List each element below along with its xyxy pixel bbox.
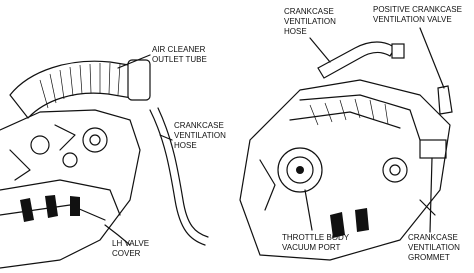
- label: VENTILATION: [174, 131, 226, 140]
- label: CRANKCASE: [284, 7, 334, 16]
- label: HOSE: [174, 141, 197, 150]
- label: LH VALVE: [112, 239, 149, 248]
- label: VENTILATION: [284, 17, 336, 26]
- label: OUTLET TUBE: [152, 55, 207, 64]
- label: VACUUM PORT: [282, 243, 340, 252]
- label: COVER: [112, 249, 141, 258]
- label: HOSE: [284, 27, 307, 36]
- left-engine: [0, 59, 209, 269]
- label: CRANKCASE: [408, 233, 458, 242]
- right-engine: [239, 41, 453, 261]
- label: POSITIVE CRANKCASE: [373, 5, 462, 14]
- label: THROTTLE BODY: [282, 233, 350, 242]
- label: CRANKCASE: [174, 121, 224, 130]
- label: VENTILATION VALVE: [373, 15, 452, 24]
- labels: AIR CLEANER OUTLET TUBE CRANKCASE VENTIL…: [112, 5, 462, 262]
- label: GROMMET: [408, 253, 450, 262]
- label: AIR CLEANER: [152, 45, 206, 54]
- leader-lines: [104, 27, 445, 246]
- label: VENTILATION: [408, 243, 460, 252]
